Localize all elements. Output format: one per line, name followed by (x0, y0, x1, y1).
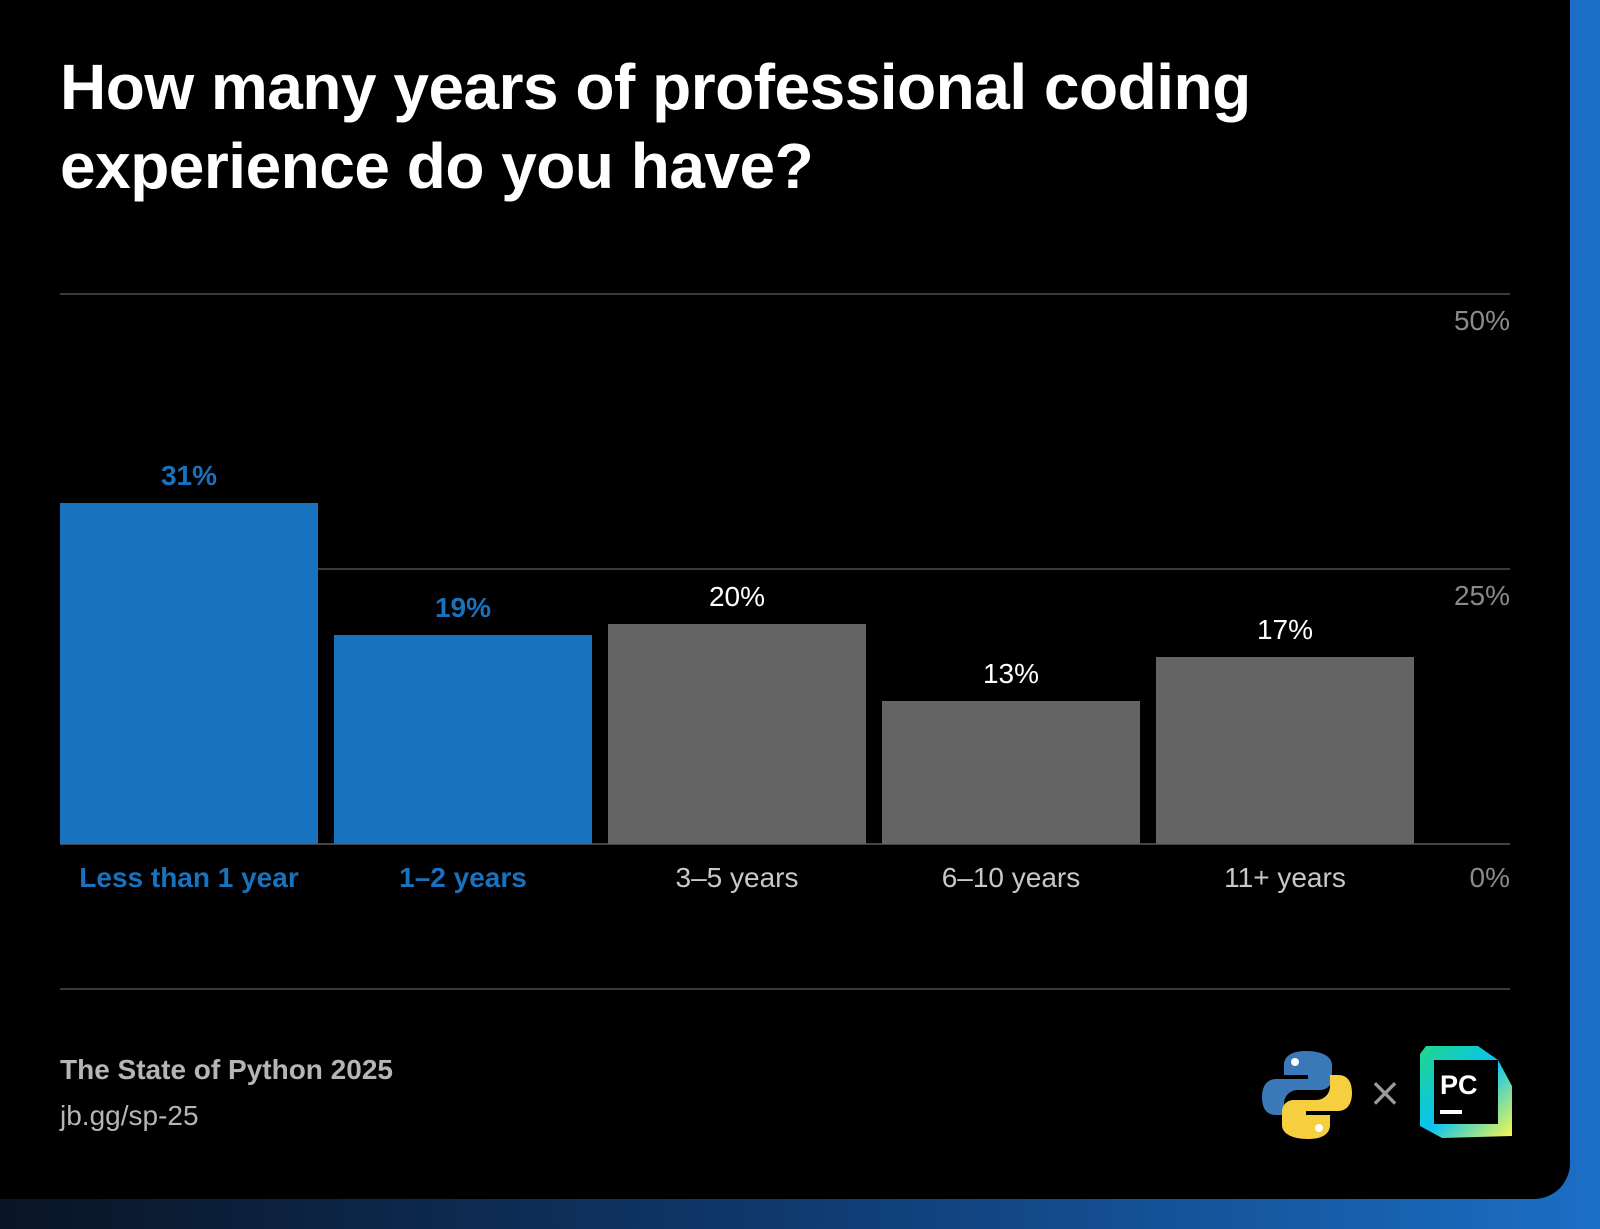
bottom-divider (60, 988, 1510, 990)
source-title: The State of Python 2025 (60, 1054, 393, 1085)
bar-chart: 31% 19% 20% 13% 17% Less than 1 year 1–2 year… (60, 305, 1510, 893)
bar (334, 635, 592, 844)
category-labels: Less than 1 year 1–2 years 3–5 years 6–10 y… (79, 862, 1346, 893)
source-link[interactable]: jb.gg/sp-25 (60, 1100, 199, 1131)
times-separator: × (1368, 1070, 1402, 1116)
value-label: 17% (1257, 614, 1313, 645)
logos: × PC (1262, 1046, 1512, 1139)
value-label: 19% (435, 592, 491, 623)
y-tick-label: 50% (1454, 305, 1510, 336)
category-label: 1–2 years (399, 862, 527, 893)
bar (882, 701, 1140, 844)
value-labels: 31% 19% 20% 13% 17% (161, 460, 1313, 689)
bars (60, 503, 1414, 844)
value-label: 20% (709, 581, 765, 612)
value-label: 13% (983, 658, 1039, 689)
y-tick-label: 0% (1470, 862, 1510, 893)
chart-card: How many years of professional coding ex… (0, 0, 1570, 1199)
bar (608, 624, 866, 844)
top-divider (60, 293, 1510, 295)
category-label: Less than 1 year (79, 862, 299, 893)
bar (1156, 657, 1414, 844)
category-label: 3–5 years (676, 862, 799, 893)
python-logo-icon (1262, 1051, 1352, 1139)
bar (60, 503, 318, 844)
category-label: 11+ years (1224, 862, 1346, 893)
value-label: 31% (161, 460, 217, 491)
y-tick-labels: 50% 25% 0% (1454, 305, 1510, 893)
pycharm-logo-icon: PC (1420, 1046, 1512, 1138)
pycharm-logo-text: PC (1440, 1070, 1478, 1100)
category-label: 6–10 years (942, 862, 1081, 893)
y-tick-label: 25% (1454, 580, 1510, 611)
chart-title: How many years of professional coding ex… (60, 51, 1251, 202)
